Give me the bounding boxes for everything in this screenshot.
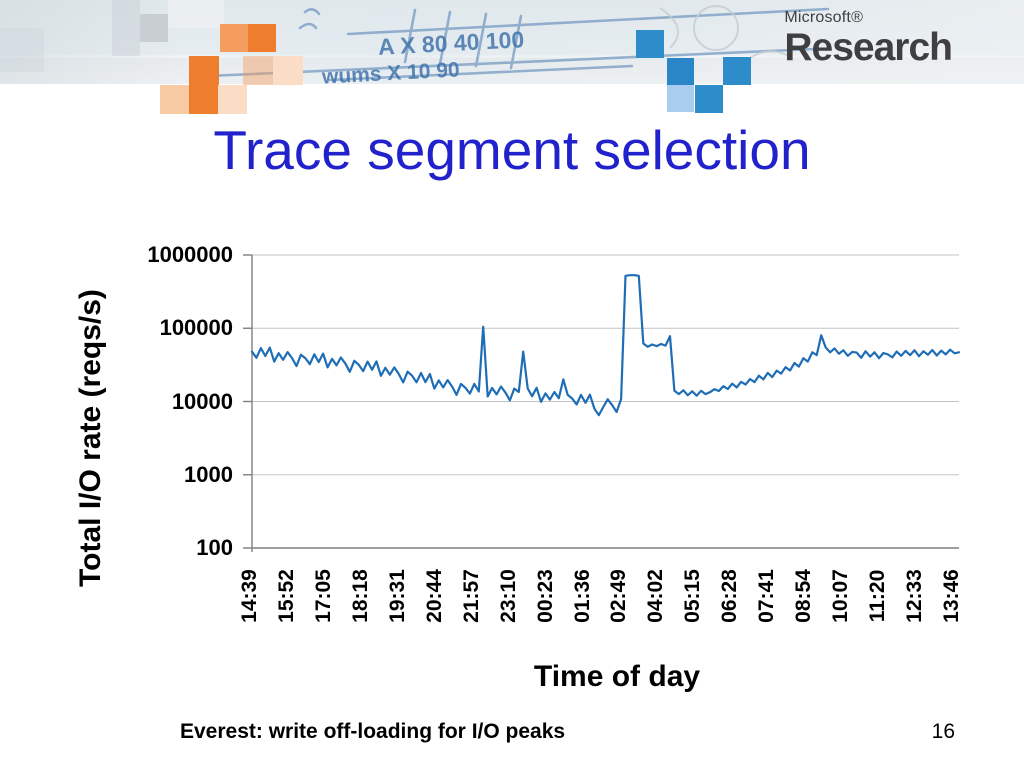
decor-square-blue <box>636 30 664 58</box>
decor-square-orange <box>243 56 273 85</box>
decor-square-gray <box>168 0 224 28</box>
io-rate-line <box>250 274 961 417</box>
x-tick-label: 02:49 <box>607 569 631 623</box>
y-tick-label: 100000 <box>159 315 233 341</box>
x-tick-label: 11:20 <box>866 569 890 623</box>
decor-square-blue <box>667 85 694 112</box>
x-tick-label: 12:33 <box>903 569 927 623</box>
slide-title: Trace segment selection <box>213 119 811 181</box>
decor-square-orange <box>220 24 248 52</box>
x-tick-label: 19:31 <box>385 569 409 623</box>
x-axis-title: Time of day <box>533 660 701 693</box>
y-axis-title: Total I/O rate (reqs/s) <box>74 289 107 587</box>
x-tick-label: 04:02 <box>644 569 668 623</box>
logo-research-text: Research <box>784 26 953 69</box>
decor-square-blue <box>667 58 694 85</box>
y-tick-label: 100 <box>196 535 233 560</box>
whiteboard-sketch <box>206 5 830 82</box>
x-tick-label: 00:23 <box>533 569 557 623</box>
header-banner: A X 80 40 100 wums X 10 90 <box>0 0 1024 89</box>
x-tick-label: 14:39 <box>238 569 261 623</box>
decor-square-gray <box>0 28 44 72</box>
decor-square-orange <box>160 85 189 114</box>
microsoft-research-logo: Microsoft® Research <box>784 9 953 69</box>
x-tick-label: 05:15 <box>681 569 705 623</box>
gridlines <box>243 254 959 552</box>
page-number: 16 <box>931 720 955 743</box>
decor-square-orange <box>189 85 218 114</box>
decor-square-blue <box>695 85 723 113</box>
x-tick-label: 20:44 <box>422 569 446 623</box>
decor-square-gray <box>112 0 140 56</box>
x-tick-label: 17:05 <box>311 569 335 623</box>
x-tick-label: 01:36 <box>570 569 594 623</box>
x-tick-label: 08:54 <box>792 569 816 623</box>
x-tick-label: 23:10 <box>496 569 520 623</box>
x-tick-label: 15:52 <box>274 569 298 623</box>
x-tick-label: 13:46 <box>940 569 963 623</box>
decor-square-orange <box>273 56 303 85</box>
x-tick-label: 07:41 <box>755 569 779 623</box>
x-tick-label: 10:07 <box>829 569 853 623</box>
footer-text: Everest: write off-loading for I/O peaks <box>180 720 566 743</box>
decor-square-orange <box>248 24 276 52</box>
x-tick-label: 18:18 <box>348 569 372 623</box>
x-tick-label: 21:57 <box>459 569 483 623</box>
decor-square-orange <box>218 85 247 114</box>
x-tick-label: 06:28 <box>718 569 742 623</box>
y-tick-label: 10000 <box>171 388 233 414</box>
decor-square-blue <box>723 57 751 85</box>
y-tick-label: 1000 <box>184 461 233 487</box>
decor-square-gray <box>140 14 168 42</box>
y-tick-label: 1000000 <box>147 242 233 267</box>
logo-microsoft-text: Microsoft® <box>784 9 864 26</box>
plot-area <box>243 254 961 552</box>
decor-square-orange <box>189 56 219 85</box>
